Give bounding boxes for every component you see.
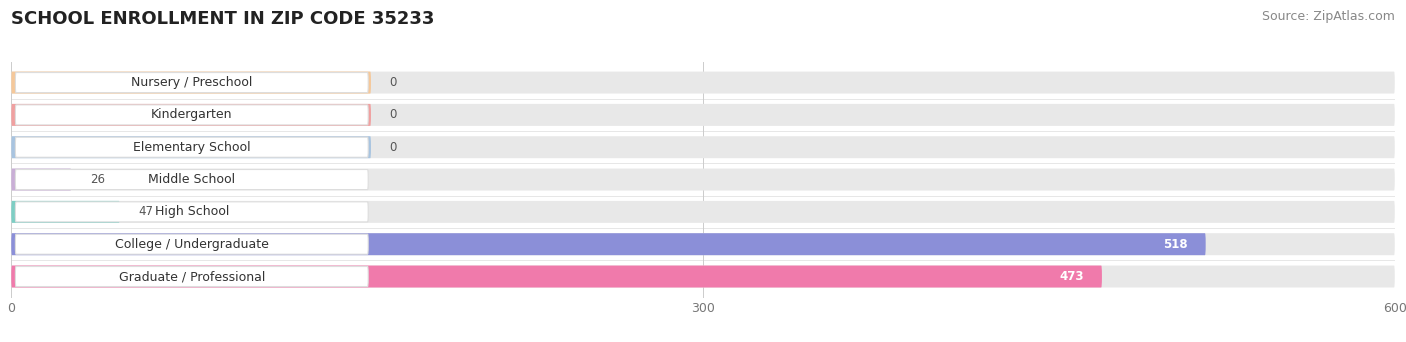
FancyBboxPatch shape <box>11 71 1395 94</box>
FancyBboxPatch shape <box>11 104 1395 126</box>
Text: Middle School: Middle School <box>148 173 235 186</box>
FancyBboxPatch shape <box>11 265 1102 288</box>
FancyBboxPatch shape <box>15 266 368 287</box>
Text: SCHOOL ENROLLMENT IN ZIP CODE 35233: SCHOOL ENROLLMENT IN ZIP CODE 35233 <box>11 10 434 28</box>
FancyBboxPatch shape <box>11 233 1395 255</box>
FancyBboxPatch shape <box>15 137 368 157</box>
FancyBboxPatch shape <box>11 71 371 94</box>
Text: High School: High School <box>155 206 229 219</box>
Text: 47: 47 <box>138 206 153 219</box>
Text: 473: 473 <box>1059 270 1084 283</box>
FancyBboxPatch shape <box>11 136 1395 158</box>
Text: 518: 518 <box>1163 238 1187 251</box>
Text: Elementary School: Elementary School <box>134 141 250 154</box>
FancyBboxPatch shape <box>15 73 368 93</box>
FancyBboxPatch shape <box>11 104 371 126</box>
FancyBboxPatch shape <box>11 201 1395 223</box>
Text: Graduate / Professional: Graduate / Professional <box>118 270 264 283</box>
FancyBboxPatch shape <box>11 265 1395 288</box>
FancyBboxPatch shape <box>15 105 368 125</box>
Text: 0: 0 <box>389 108 396 121</box>
Text: Kindergarten: Kindergarten <box>150 108 232 121</box>
Text: 0: 0 <box>389 76 396 89</box>
FancyBboxPatch shape <box>11 169 72 190</box>
FancyBboxPatch shape <box>11 233 1206 255</box>
Text: College / Undergraduate: College / Undergraduate <box>115 238 269 251</box>
Text: Source: ZipAtlas.com: Source: ZipAtlas.com <box>1261 10 1395 23</box>
FancyBboxPatch shape <box>11 169 1395 190</box>
FancyBboxPatch shape <box>15 202 368 222</box>
Text: Nursery / Preschool: Nursery / Preschool <box>131 76 253 89</box>
FancyBboxPatch shape <box>11 201 120 223</box>
Text: 26: 26 <box>90 173 104 186</box>
FancyBboxPatch shape <box>15 234 368 254</box>
Text: 0: 0 <box>389 141 396 154</box>
FancyBboxPatch shape <box>11 136 371 158</box>
FancyBboxPatch shape <box>15 170 368 189</box>
